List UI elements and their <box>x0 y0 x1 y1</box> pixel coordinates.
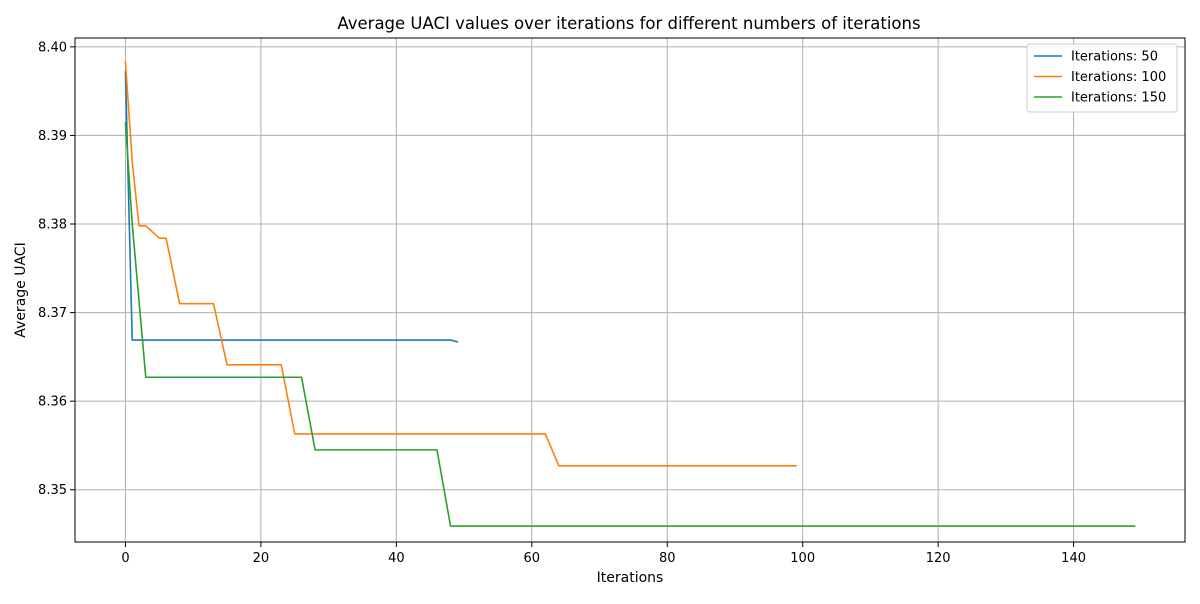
legend: Iterations: 50 Iterations: 100 Iterations:… <box>1026 43 1178 113</box>
series-line-3 <box>124 122 1136 527</box>
series-line-1 <box>124 70 459 343</box>
grid <box>75 38 1185 542</box>
y-tick-label: 8.37 <box>38 306 67 321</box>
series-line-2 <box>124 61 797 467</box>
y-tick-label: 8.40 <box>38 40 67 55</box>
x-tick-label: 120 <box>926 551 951 566</box>
x-tick-label: 60 <box>524 551 541 566</box>
x-tick-label: 40 <box>388 551 405 566</box>
x-axis: 0 20 40 60 80 100 120 140 <box>121 542 1086 566</box>
y-tick-label: 8.39 <box>38 129 67 144</box>
y-tick-label: 8.36 <box>38 395 67 410</box>
plot-frame <box>74 37 1186 543</box>
x-tick-label: 20 <box>253 551 270 566</box>
chart-title: Average UACI values over iterations for … <box>337 14 920 33</box>
y-tick-label: 8.38 <box>38 218 67 233</box>
x-tick-label: 0 <box>121 551 129 566</box>
y-axis: 8.35 8.36 8.37 8.38 8.39 8.40 <box>38 40 75 498</box>
series-lines <box>124 61 1136 527</box>
legend-label: Iterations: 150 <box>1071 91 1166 106</box>
x-tick-label: 140 <box>1061 551 1086 566</box>
x-axis-label: Iterations <box>597 570 664 586</box>
legend-label: Iterations: 100 <box>1071 70 1166 85</box>
y-tick-label: 8.35 <box>38 483 67 498</box>
x-tick-label: 80 <box>659 551 676 566</box>
plot-area <box>75 38 1185 542</box>
legend-box <box>1026 43 1178 113</box>
x-tick-label: 100 <box>790 551 815 566</box>
legend-label: Iterations: 50 <box>1071 50 1158 65</box>
y-axis-label: Average UACI <box>13 242 29 337</box>
